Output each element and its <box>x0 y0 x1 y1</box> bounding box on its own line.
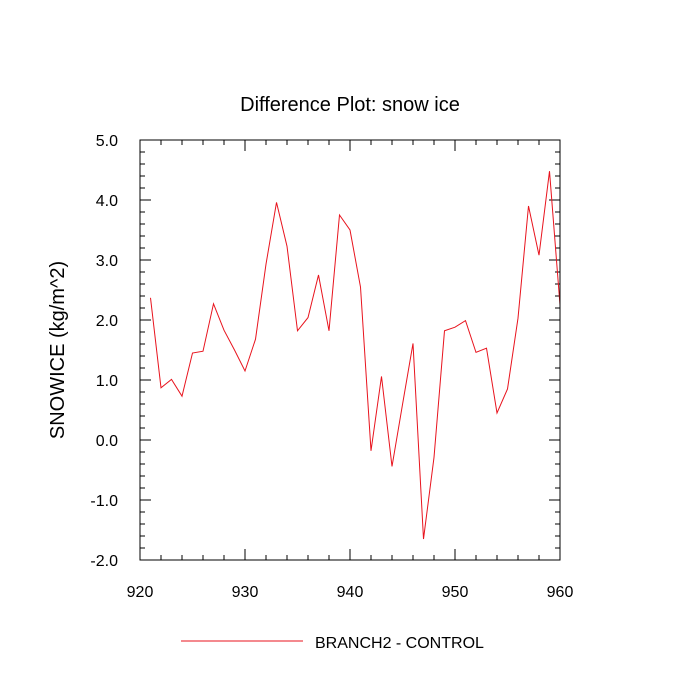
x-tick-label: 920 <box>127 584 154 601</box>
y-tick-label: 4.0 <box>96 193 118 210</box>
series-line <box>150 171 561 540</box>
y-tick-label: 2.0 <box>96 313 118 330</box>
y-tick-label: 0.0 <box>96 433 118 450</box>
y-tick-label: 3.0 <box>96 253 118 270</box>
plot-frame <box>139 139 561 561</box>
x-tick-label: 930 <box>232 584 259 601</box>
x-tick-label: 960 <box>547 584 574 601</box>
y-tick-label: -1.0 <box>90 493 118 510</box>
y-tick-label: -2.0 <box>90 553 118 570</box>
x-tick-label: 940 <box>337 584 364 601</box>
legend-label: BRANCH2 - CONTROL <box>315 635 484 652</box>
y-tick-label: 1.0 <box>96 373 118 390</box>
tick-labels: 920 930 940 950 960 -2.0 -1.0 0.0 1.0 2.0 3.0 4.0 5.… <box>90 133 573 601</box>
y-tick-label: 5.0 <box>96 133 118 150</box>
axis-ticks <box>139 139 561 561</box>
chart-title: Difference Plot: snow ice <box>240 94 460 116</box>
y-axis-label: SNOWICE (kg/m^2) <box>47 261 69 439</box>
series-layer <box>150 171 561 540</box>
x-tick-label: 950 <box>442 584 469 601</box>
legend: BRANCH2 - CONTROL <box>181 635 484 652</box>
